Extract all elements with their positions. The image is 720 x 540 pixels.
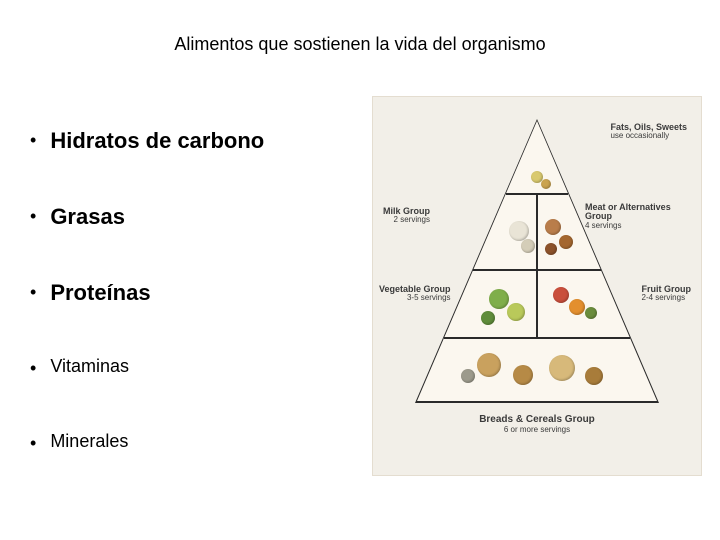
nutrient-list: • Hidratos de carbono • Grasas • Proteín… bbox=[30, 128, 350, 456]
tier-divider bbox=[444, 337, 630, 339]
food-pyramid-figure: Fats, Oils, Sweets use occasionally Milk… bbox=[372, 96, 702, 476]
food-icon bbox=[585, 307, 597, 319]
food-icon bbox=[513, 365, 533, 385]
food-icon bbox=[559, 235, 573, 249]
food-icon bbox=[545, 219, 561, 235]
list-item-label: Hidratos de carbono bbox=[50, 128, 264, 154]
list-item: • Vitaminas bbox=[30, 356, 350, 381]
list-item: • Hidratos de carbono bbox=[30, 128, 350, 154]
food-icon bbox=[489, 289, 509, 309]
list-item-label: Minerales bbox=[50, 431, 128, 452]
list-item: • Proteínas bbox=[30, 280, 350, 306]
food-icon bbox=[509, 221, 529, 241]
pyramid-label-bottom: Breads & Cereals Group 6 or more serving… bbox=[373, 415, 701, 434]
tier-vertical-split bbox=[536, 269, 538, 337]
food-icon bbox=[477, 353, 501, 377]
bullet-icon: • bbox=[30, 128, 36, 153]
list-item-label: Proteínas bbox=[50, 280, 150, 306]
list-item: • Grasas bbox=[30, 204, 350, 230]
bullet-icon: • bbox=[30, 204, 36, 229]
pyramid-label-top: Fats, Oils, Sweets use occasionally bbox=[610, 123, 687, 141]
list-item-label: Vitaminas bbox=[50, 356, 129, 377]
food-icon bbox=[549, 355, 575, 381]
food-icon bbox=[481, 311, 495, 325]
slide-title: Alimentos que sostienen la vida del orga… bbox=[0, 34, 720, 55]
pyramid-label-low-right: Fruit Group 2-4 servings bbox=[642, 285, 692, 303]
food-icon bbox=[507, 303, 525, 321]
pyramid-label-mid-left: Milk Group 2 servings bbox=[383, 207, 430, 225]
pyramid-label-low-left: Vegetable Group 3-5 servings bbox=[379, 285, 451, 303]
food-pyramid bbox=[417, 121, 657, 401]
bullet-icon: • bbox=[30, 431, 36, 456]
bullet-icon: • bbox=[30, 356, 36, 381]
list-item: • Minerales bbox=[30, 431, 350, 456]
food-icon bbox=[521, 239, 535, 253]
food-icon bbox=[585, 367, 603, 385]
food-icon bbox=[461, 369, 475, 383]
pyramid-label-mid-right: Meat or Alternatives Group 4 servings bbox=[585, 203, 695, 230]
food-icon bbox=[545, 243, 557, 255]
list-item-label: Grasas bbox=[50, 204, 125, 230]
food-icon bbox=[569, 299, 585, 315]
food-icon bbox=[541, 179, 551, 189]
food-icon bbox=[553, 287, 569, 303]
tier-vertical-split bbox=[536, 193, 538, 269]
bullet-icon: • bbox=[30, 280, 36, 305]
